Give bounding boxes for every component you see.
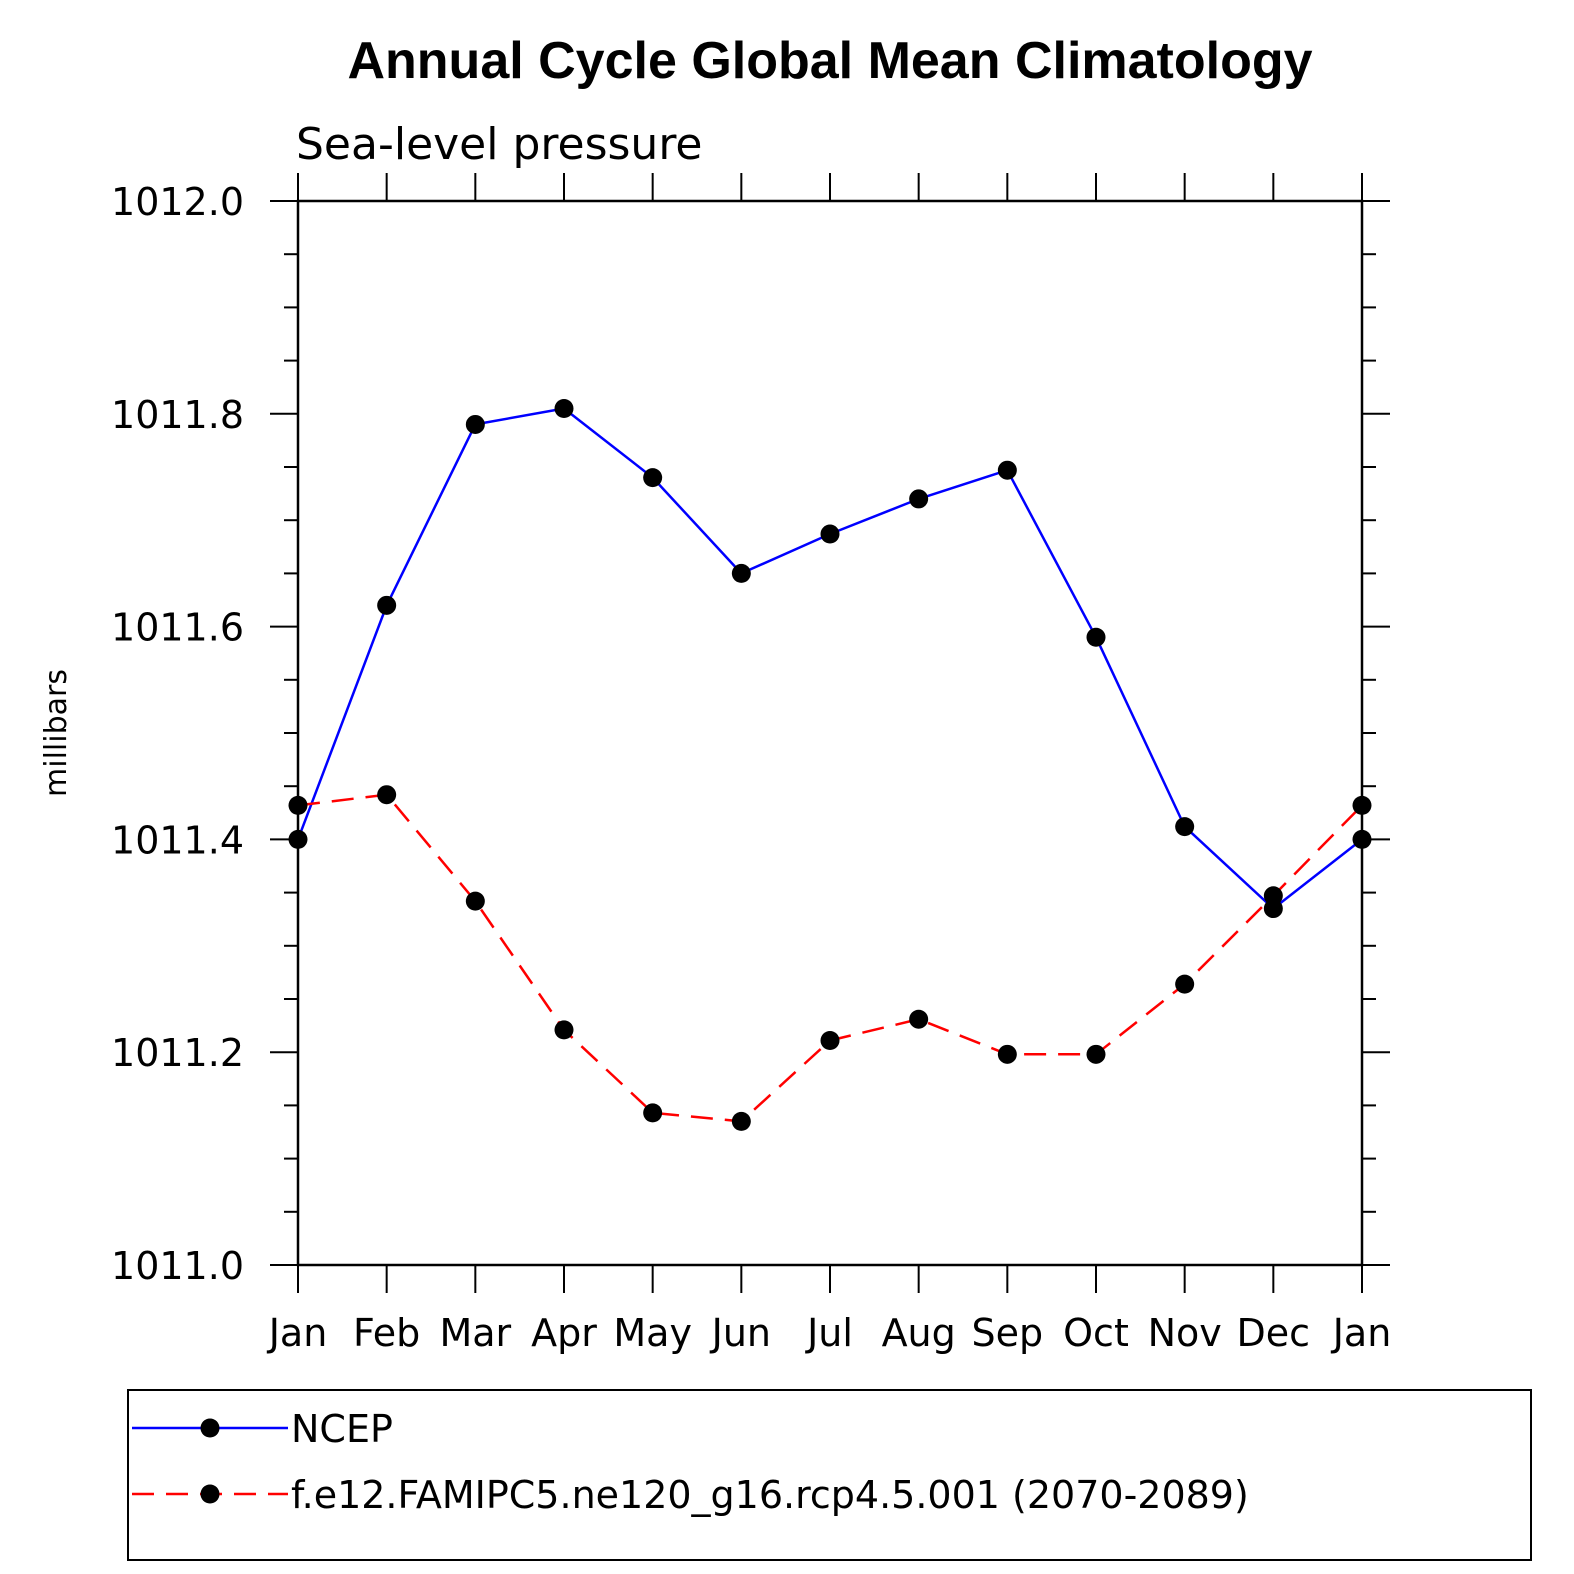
data-point-1 — [288, 795, 308, 815]
plot-axes — [296, 199, 1364, 1267]
y-axis-label: millibars — [39, 669, 74, 797]
legend-label-ncep: NCEP — [291, 1407, 393, 1451]
x-tick-label: Oct — [1063, 1311, 1129, 1355]
data-point-0 — [554, 398, 574, 418]
series-group — [288, 398, 1372, 1131]
y-tick-label: 1012.0 — [111, 180, 244, 224]
data-point-0 — [288, 829, 308, 849]
data-point-1 — [554, 1020, 574, 1040]
series-line-0 — [296, 407, 1363, 910]
y-tick-label: 1011.6 — [111, 606, 244, 650]
x-tick-label: Sep — [972, 1311, 1044, 1355]
x-tick-label: Mar — [439, 1311, 511, 1355]
x-ticks: Jan Feb Mar Apr May Jun Jul Aug Sep Oct Nov Dec Jan — [267, 173, 1392, 1355]
data-point-1 — [465, 891, 485, 911]
y-tick-label: 1011.2 — [111, 1031, 244, 1075]
data-point-0 — [1086, 627, 1106, 647]
chart-subtitle: Sea-level pressure — [296, 119, 703, 170]
x-tick-label: Jan — [267, 1311, 328, 1355]
x-tick-label: Nov — [1148, 1311, 1222, 1355]
data-point-0 — [1352, 829, 1372, 849]
data-point-1 — [377, 785, 397, 805]
x-tick-label: May — [613, 1311, 692, 1355]
x-tick-label: Jul — [805, 1311, 853, 1355]
chart-title: Annual Cycle Global Mean Climatology — [347, 32, 1312, 90]
y-ticks: 1011.0 1011.2 1011.4 1011.6 1011.8 1012.0 — [111, 180, 1390, 1288]
y-tick-label: 1011.0 — [111, 1244, 244, 1288]
data-point-1 — [1086, 1044, 1106, 1064]
x-tick-label: Jan — [1331, 1311, 1392, 1355]
x-tick-label: Jun — [710, 1311, 771, 1355]
data-point-1 — [820, 1030, 840, 1050]
data-point-1 — [731, 1111, 751, 1131]
x-tick-label: Feb — [353, 1311, 420, 1355]
x-tick-label: Apr — [531, 1311, 597, 1355]
data-point-0 — [377, 595, 397, 615]
y-tick-label: 1011.4 — [111, 818, 244, 862]
y-tick-label: 1011.8 — [111, 393, 244, 437]
data-point-1 — [909, 1009, 929, 1029]
legend-marker-ncep — [200, 1418, 220, 1438]
legend-marker-model — [200, 1484, 220, 1504]
data-point-1 — [997, 1044, 1017, 1064]
legend-label-model: f.e12.FAMIPC5.ne120_g16.rcp4.5.001 (2070… — [291, 1473, 1249, 1517]
data-point-0 — [820, 524, 840, 544]
data-point-0 — [997, 460, 1017, 480]
data-point-1 — [1175, 974, 1195, 994]
data-point-0 — [1175, 817, 1195, 837]
data-point-1 — [1352, 795, 1372, 815]
plot-frame — [296, 199, 1364, 1267]
legend-box — [127, 1389, 1532, 1561]
x-tick-label: Aug — [882, 1311, 956, 1355]
x-tick-label: Dec — [1237, 1311, 1311, 1355]
data-point-0 — [731, 563, 751, 583]
data-point-1 — [1263, 886, 1283, 906]
data-point-0 — [643, 468, 663, 488]
legend: NCEP f.e12.FAMIPC5.ne120_g16.rcp4.5.001 … — [127, 1389, 1532, 1561]
data-point-0 — [465, 414, 485, 434]
data-point-1 — [643, 1103, 663, 1123]
data-point-0 — [909, 489, 929, 509]
